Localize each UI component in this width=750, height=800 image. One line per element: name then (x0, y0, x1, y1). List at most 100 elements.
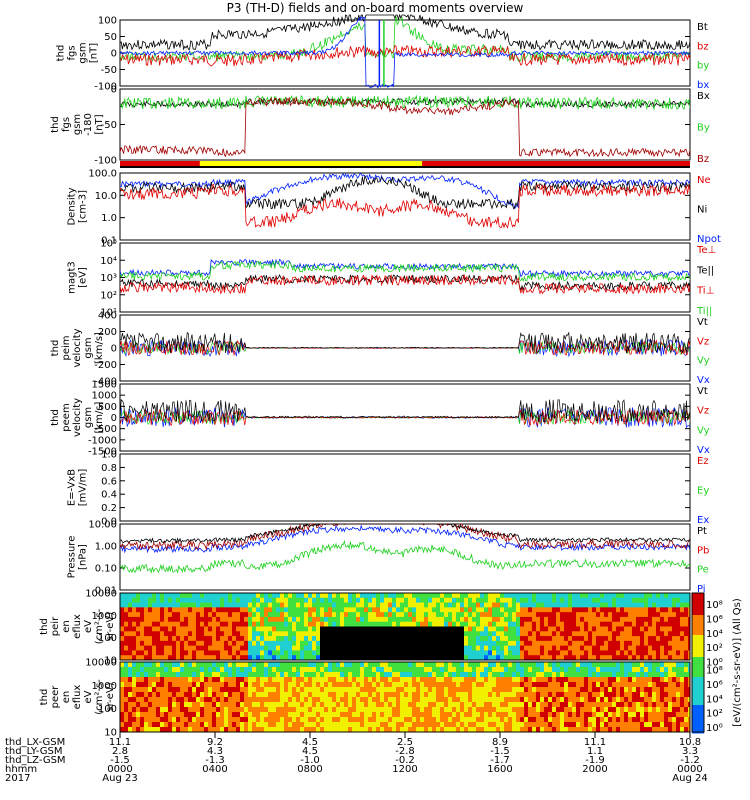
xaxis-row-label: thd_LZ-GSM (5, 755, 66, 766)
colorbar (691, 592, 705, 734)
xtick-ly: -2.8 (395, 746, 415, 757)
trace-bz (120, 44, 690, 67)
colorbar-tick: 10⁶ (706, 680, 723, 691)
trace-by (120, 16, 690, 62)
ytick-label-peer-spec: 10000 (85, 658, 117, 669)
legend-pressure: Pi (697, 584, 706, 595)
legend-pressure: Pe (697, 565, 709, 576)
trace-te-par (120, 274, 690, 292)
ytick-label-fgs: -50 (101, 65, 117, 76)
xaxis-row-label: thd_LX-GSM (5, 737, 65, 748)
colorbar-tick: 10² (706, 709, 723, 720)
legend-pressure: Pt (697, 526, 707, 537)
ylabel-fgs-rot: thd (50, 116, 61, 133)
ytick-label-peim-vel: -200 (94, 360, 117, 371)
legend-density: Npot (697, 234, 721, 245)
trace-ti-par (120, 260, 690, 283)
xtick-hhmm: 0000 (107, 764, 132, 775)
legend-fgs: by (697, 61, 709, 72)
traces (120, 13, 690, 574)
xtick-lx: 9.2 (207, 737, 223, 748)
xtick-lx: 4.5 (302, 737, 318, 748)
ytick-label-temp: 10⁴ (100, 256, 117, 267)
ytick-label-peim-vel: 200 (98, 327, 117, 338)
colorbar-tick: 10⁶ (706, 614, 723, 625)
legend-efield: Ex (697, 515, 709, 526)
ytick-label-fgs: 0 (111, 49, 117, 60)
chart-title: P3 (TH-D) fields and on-board moments ov… (226, 1, 524, 15)
ytick-label-fgs-rot: 0 (111, 85, 117, 96)
legend-temp: Ti|| (696, 306, 712, 317)
ylabel-peir-spec: sr-eV) (105, 612, 116, 641)
ytick-label-density: 1.0 (101, 213, 117, 224)
legend-density: Ne (697, 175, 711, 186)
trace-vz (120, 408, 690, 427)
ylabel-fgs-rot: [nT] (94, 114, 105, 134)
trace-by (120, 94, 690, 111)
colorbar-tick: 10² (706, 643, 723, 654)
ylabel-peim-vel: velocity (72, 328, 83, 367)
ytick-label-peem-vel: 500 (98, 402, 117, 413)
ytick-label-peim-vel: 400 (98, 311, 117, 322)
ylabel-peir-spec: eV (83, 620, 94, 633)
ytick-label-temp: 10² (100, 290, 117, 301)
ylabel-peer-spec: en (61, 691, 72, 704)
ylabel-peer-spec: peer (50, 685, 61, 709)
xtick-lx: 8.9 (492, 737, 508, 748)
xtick-hhmm: 2000 (582, 764, 607, 775)
xtick-lz: -1.7 (490, 755, 510, 766)
ytick-label-pressure: 0.01 (95, 586, 117, 597)
xtick-lx: 11.1 (109, 737, 131, 748)
xtick-date: Aug 23 (102, 773, 137, 784)
ytick-label-peim-vel: -400 (94, 377, 117, 388)
xtick-lx: 2.5 (397, 737, 413, 748)
ytick-label-pressure: 1.00 (95, 542, 117, 553)
xtick-ly: 3.3 (682, 746, 698, 757)
colorbar-tick: 10⁸ (706, 600, 723, 611)
ytick-label-density: 100.0 (88, 169, 117, 180)
ylabel-peim-vel: [km/s] (94, 332, 105, 364)
ytick-label-temp: 10⁵ (100, 239, 117, 250)
ytick-label-temp: 10¹ (100, 308, 117, 319)
legend-pressure: Pb (697, 545, 709, 556)
ytick-label-peem-vel: 1500 (92, 380, 117, 391)
ytick-label-density: 10.0 (95, 191, 117, 202)
ytick-label-peim-vel: 0 (111, 344, 117, 355)
ytick-label-efield: 0.4 (101, 490, 117, 501)
ytick-label-density: 0.1 (101, 236, 117, 247)
xtick-date: Aug 24 (672, 773, 707, 784)
ylabel-pressure: Pressure (67, 536, 78, 579)
xtick-lz: -0.2 (395, 755, 415, 766)
region-bar-yellow (199, 161, 423, 166)
ylabel-peir-spec: en (61, 620, 72, 633)
ytick-label-peir-spec: 1000 (92, 611, 117, 622)
xtick-hhmm: 0000 (677, 764, 702, 775)
colorbar-tick: 10⁸ (706, 666, 723, 677)
colorbar-tick: 10⁴ (706, 694, 723, 705)
trace-pi (120, 524, 690, 554)
ylabel-peer-spec: thd (39, 689, 50, 706)
ytick-label-peir-spec: 100 (98, 633, 117, 644)
xtick-lx: 10.8 (679, 737, 701, 748)
panel-frame-pressure (119, 523, 691, 591)
xtick-ly: 2.8 (112, 746, 128, 757)
legend-fgs: bz (697, 41, 709, 52)
ytick-label-peer-spec: 1000 (92, 681, 117, 692)
xtick-lz: -1.9 (585, 755, 605, 766)
ylabel-fgs-rot: gsm (72, 114, 83, 135)
xtick-lz: -1.3 (205, 755, 225, 766)
ylabel-fgs-rot: fgs (61, 117, 72, 132)
ytick-label-peer-spec: 100 (98, 704, 117, 715)
panel-frame-fgs-rot (119, 88, 691, 161)
xtick-lz: -1.2 (680, 755, 700, 766)
ytick-label-peir-spec: 10 (104, 656, 117, 667)
ylabel-fgs: [nT] (89, 43, 100, 63)
ytick-label-peem-vel: -1000 (88, 435, 117, 446)
xaxis-row-label: hhmm (5, 764, 37, 775)
ytick-label-peem-vel: -1500 (88, 447, 117, 458)
legend-fgs-rot: Bx (697, 91, 710, 102)
ytick-label-efield: 1.0 (101, 450, 117, 461)
xaxis-row-label: 2017 (5, 773, 30, 784)
legend-temp: Te|| (696, 265, 714, 276)
ylabel-peem-vel: thd (50, 409, 61, 426)
